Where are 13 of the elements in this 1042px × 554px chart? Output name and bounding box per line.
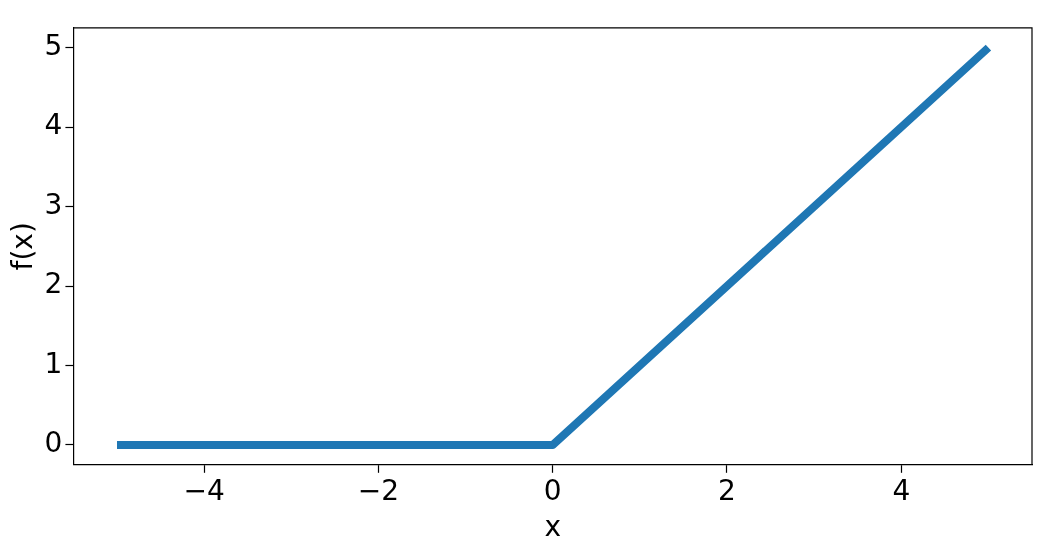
x-tick-label: 4 [892, 473, 911, 507]
y-tick-label: 4 [44, 108, 63, 142]
y-tick-label: 5 [44, 28, 63, 62]
x-tick-label: 0 [543, 473, 562, 507]
x-tick-label: −2 [357, 473, 400, 507]
y-tick-label: 2 [44, 267, 63, 301]
x-axis-title: x [544, 510, 561, 544]
x-tick-label: −4 [183, 473, 225, 507]
x-tick-label: 2 [718, 473, 736, 507]
y-axis-title: f(x) [6, 222, 40, 271]
y-tick-label: 0 [44, 426, 63, 460]
y-tick-label: 1 [44, 346, 63, 380]
y-tick-label: 3 [44, 187, 63, 221]
